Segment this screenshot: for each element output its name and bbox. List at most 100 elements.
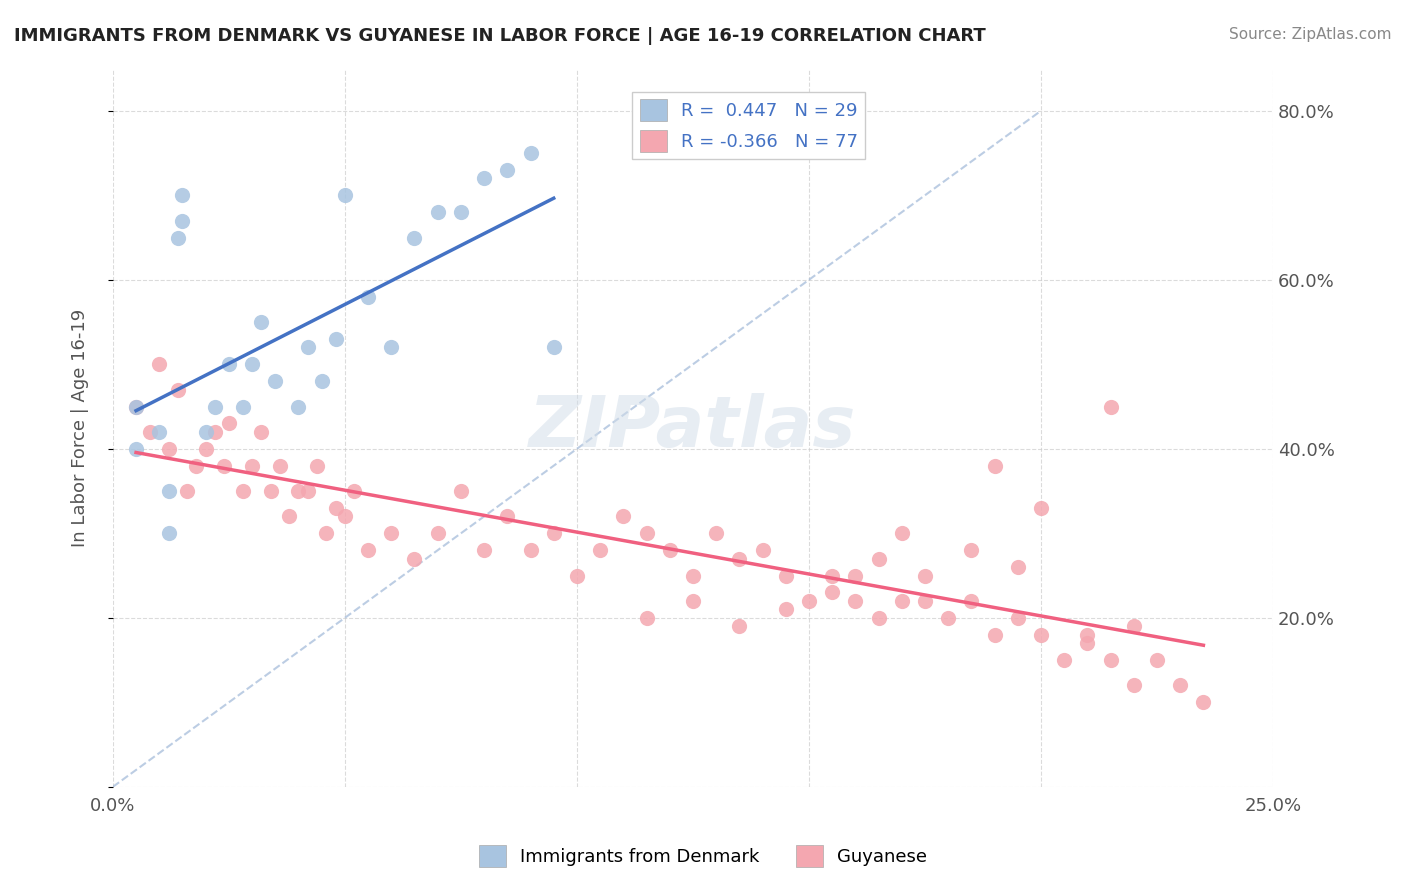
Point: [172, 188, 194, 202]
Point: [250, 315, 273, 329]
Point: [1053, 653, 1076, 667]
Y-axis label: In Labor Force | Age 16-19: In Labor Force | Age 16-19: [72, 309, 89, 547]
Point: [250, 425, 273, 439]
Text: IMMIGRANTS FROM DENMARK VS GUYANESE IN LABOR FORCE | AGE 16-19 CORRELATION CHART: IMMIGRANTS FROM DENMARK VS GUYANESE IN L…: [14, 27, 986, 45]
Point: [1029, 500, 1052, 515]
Legend: Immigrants from Denmark, Guyanese: Immigrants from Denmark, Guyanese: [471, 838, 935, 874]
Point: [297, 340, 319, 354]
Point: [1076, 628, 1098, 642]
Point: [636, 611, 658, 625]
Point: [472, 543, 495, 558]
Point: [775, 568, 797, 582]
Point: [1099, 400, 1122, 414]
Point: [960, 543, 983, 558]
Point: [269, 458, 291, 473]
Point: [259, 484, 281, 499]
Point: [297, 484, 319, 499]
Point: [172, 213, 194, 227]
Point: [658, 543, 681, 558]
Point: [821, 585, 844, 599]
Point: [426, 205, 449, 219]
Point: [333, 509, 356, 524]
Point: [775, 602, 797, 616]
Point: [186, 458, 208, 473]
Point: [983, 458, 1005, 473]
Point: [264, 374, 287, 388]
Text: Source: ZipAtlas.com: Source: ZipAtlas.com: [1229, 27, 1392, 42]
Point: [450, 205, 472, 219]
Point: [936, 611, 959, 625]
Point: [380, 340, 402, 354]
Point: [404, 230, 426, 244]
Point: [240, 458, 263, 473]
Point: [287, 400, 309, 414]
Point: [125, 400, 148, 414]
Point: [125, 400, 148, 414]
Point: [139, 425, 162, 439]
Point: [148, 357, 170, 371]
Point: [315, 526, 337, 541]
Point: [1099, 653, 1122, 667]
Point: [357, 290, 380, 304]
Point: [232, 484, 254, 499]
Legend: R =  0.447   N = 29, R = -0.366   N = 77: R = 0.447 N = 29, R = -0.366 N = 77: [633, 92, 865, 160]
Point: [472, 171, 495, 186]
Point: [218, 357, 240, 371]
Point: [728, 619, 751, 633]
Point: [543, 526, 565, 541]
Point: [682, 594, 704, 608]
Point: [204, 400, 226, 414]
Point: [333, 188, 356, 202]
Point: [218, 417, 240, 431]
Point: [868, 611, 890, 625]
Point: [682, 568, 704, 582]
Point: [311, 374, 333, 388]
Point: [325, 332, 347, 346]
Point: [357, 543, 380, 558]
Point: [426, 526, 449, 541]
Point: [890, 594, 912, 608]
Point: [287, 484, 309, 499]
Point: [844, 568, 866, 582]
Point: [166, 230, 188, 244]
Point: [194, 442, 217, 456]
Point: [1029, 628, 1052, 642]
Point: [176, 484, 198, 499]
Point: [960, 594, 983, 608]
Point: [914, 568, 936, 582]
Point: [325, 500, 347, 515]
Point: [157, 484, 180, 499]
Point: [1122, 619, 1144, 633]
Point: [278, 509, 301, 524]
Point: [496, 509, 519, 524]
Point: [565, 568, 588, 582]
Point: [844, 594, 866, 608]
Point: [404, 551, 426, 566]
Point: [343, 484, 366, 499]
Point: [496, 163, 519, 178]
Point: [543, 340, 565, 354]
Point: [1168, 678, 1191, 692]
Point: [519, 543, 541, 558]
Point: [519, 146, 541, 161]
Point: [728, 551, 751, 566]
Point: [305, 458, 328, 473]
Point: [166, 383, 188, 397]
Point: [148, 425, 170, 439]
Point: [240, 357, 263, 371]
Text: ZIPatlas: ZIPatlas: [529, 393, 856, 462]
Point: [797, 594, 820, 608]
Point: [983, 628, 1005, 642]
Point: [1146, 653, 1168, 667]
Point: [751, 543, 773, 558]
Point: [204, 425, 226, 439]
Point: [914, 594, 936, 608]
Point: [380, 526, 402, 541]
Point: [1076, 636, 1098, 650]
Point: [868, 551, 890, 566]
Point: [1007, 560, 1029, 574]
Point: [157, 526, 180, 541]
Point: [157, 442, 180, 456]
Point: [636, 526, 658, 541]
Point: [589, 543, 612, 558]
